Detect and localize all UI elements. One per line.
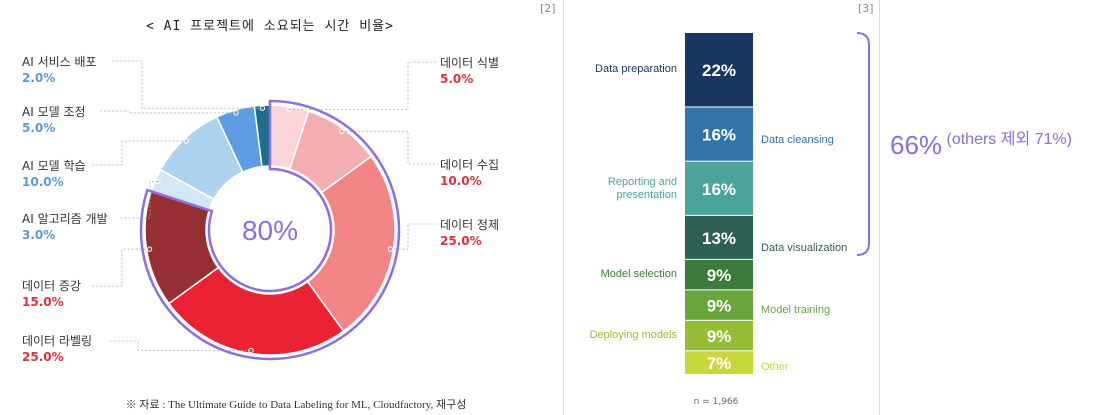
highlight-arc xyxy=(139,99,401,361)
bar-segment xyxy=(685,215,753,259)
slice-value: 5.0% xyxy=(22,121,56,135)
label-ai-algorithm: AI 알고리즘 개발 3.0% xyxy=(22,211,108,243)
slice-value: 10.0% xyxy=(440,174,482,188)
source-note: ※ 자료 : The Ultimate Guide to Data Labeli… xyxy=(125,399,467,411)
donut-slice xyxy=(306,155,396,333)
label-data-augmentation: 데이터 증강 15.0% xyxy=(22,278,81,310)
slice-name: AI 모델 학습 xyxy=(22,159,86,173)
bar-category-label: Model selection xyxy=(600,268,677,281)
label-ai-training: AI 모델 학습 10.0% xyxy=(22,158,86,190)
donut-chart-panel: < AI 프로젝트에 소요되는 시간 비율> [2] 80% AI 서비스 배포… xyxy=(22,2,556,411)
bar-value-label: 13% xyxy=(702,229,736,248)
panel-divider xyxy=(879,0,880,415)
slice-value: 10.0% xyxy=(22,175,64,189)
slice-value: 3.0% xyxy=(22,228,56,242)
chart-title: < AI 프로젝트에 소요되는 시간 비율> xyxy=(146,19,394,34)
label-data-collection: 데이터 수집 10.0% xyxy=(440,157,499,189)
bar-category-label: Model training xyxy=(761,303,831,316)
leader-line xyxy=(289,61,438,110)
leader-line xyxy=(120,181,159,219)
bar-segment xyxy=(685,320,753,351)
leader-line xyxy=(112,60,263,109)
leader-line xyxy=(108,340,251,351)
center-percentage: 80% xyxy=(242,215,298,246)
bar-category-label: Data preparation xyxy=(595,63,677,76)
bar-category-label: Data visualization xyxy=(761,241,848,254)
leader-line xyxy=(92,248,150,287)
bar-category-label: Other xyxy=(761,361,789,374)
bar-segment xyxy=(685,33,753,107)
bar-value-label: 9% xyxy=(707,297,732,316)
bar-category-label: Reporting and presentation xyxy=(607,175,677,201)
bar-value-label: 22% xyxy=(702,61,736,80)
sample-size-label: n = 1,966 xyxy=(693,397,739,407)
bar-value-label: 16% xyxy=(702,180,736,199)
slice-name: 데이터 식별 xyxy=(440,56,500,70)
bar-category-label: Deploying models xyxy=(589,329,677,342)
bar-segment xyxy=(685,351,753,374)
label-data-identification: 데이터 식별 5.0% xyxy=(440,55,499,87)
bracket-line xyxy=(856,32,870,256)
slice-name: 데이터 정제 xyxy=(440,218,500,232)
slice-name: 데이터 수집 xyxy=(440,158,500,172)
bar-category-label: Data cleansing xyxy=(761,133,834,146)
summary-percentage: 66% xyxy=(890,130,943,160)
bar-segment xyxy=(685,259,753,290)
bar-value-label: 7% xyxy=(707,354,732,373)
leader-line xyxy=(92,140,187,166)
slice-name: AI 모델 조정 xyxy=(22,105,86,119)
slice-value: 15.0% xyxy=(22,295,64,309)
label-data-cleansing: 데이터 정제 25.0% xyxy=(440,217,499,249)
reference-number: [2] xyxy=(540,2,556,15)
bar-value-label: 9% xyxy=(707,266,732,285)
bar-segment xyxy=(685,161,753,215)
bar-segment xyxy=(685,107,753,161)
slice-name: 데이터 라벨링 xyxy=(22,334,93,348)
bracket xyxy=(856,32,870,256)
reference-number: [3] xyxy=(858,2,874,15)
slice-name: 데이터 증강 xyxy=(22,279,82,293)
slice-value: 25.0% xyxy=(22,350,64,364)
slice-value: 25.0% xyxy=(440,234,482,248)
donut-slice xyxy=(167,266,345,356)
summary-annotation: 66% (others 제외 71%) xyxy=(890,125,1072,161)
bar-value-label: 9% xyxy=(707,327,732,346)
stacked-bar-panel: [3] 22% 16% 16% 13% 9% 9% 9% 7% Data preparatio… xyxy=(571,0,879,415)
summary-note: (others 제외 71%) xyxy=(946,131,1072,148)
slice-value: 2.0% xyxy=(22,71,56,85)
leader-line xyxy=(98,110,236,114)
slice-name: AI 알고리즘 개발 xyxy=(22,212,108,226)
label-data-labeling: 데이터 라벨링 25.0% xyxy=(22,333,92,365)
slice-value: 5.0% xyxy=(440,72,474,86)
panel-divider xyxy=(563,0,564,415)
bar-value-label: 16% xyxy=(702,126,736,145)
bar-segment xyxy=(685,290,753,320)
leader-line xyxy=(341,130,438,165)
label-ai-deploy: AI 서비스 배포 2.0% xyxy=(22,54,97,86)
slice-name: AI 서비스 배포 xyxy=(22,55,97,69)
donut-chart: 80% xyxy=(92,60,438,361)
leader-line xyxy=(390,223,438,250)
stacked-bar-chart: 22% 16% 16% 13% 9% 9% 9% 7% xyxy=(685,33,753,374)
label-ai-tuning: AI 모델 조정 5.0% xyxy=(22,104,86,136)
